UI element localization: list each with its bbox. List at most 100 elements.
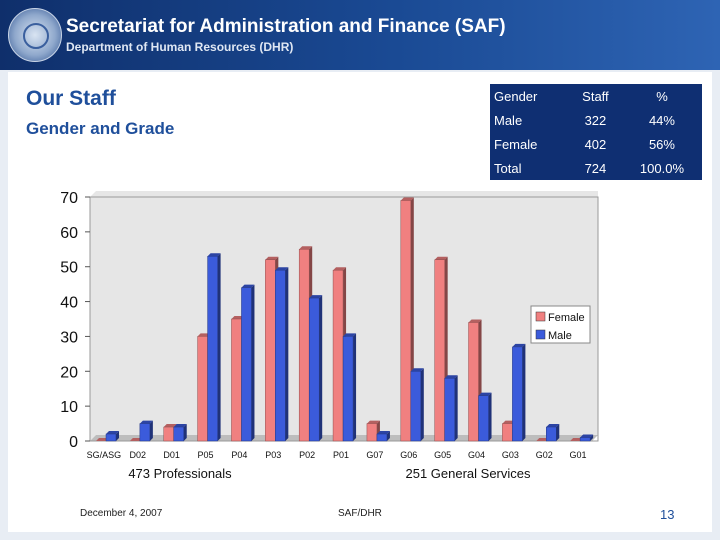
bar-side: [454, 375, 458, 441]
header-subtitle: Department of Human Resources (DHR): [66, 40, 294, 54]
x-tick-label: P04: [231, 450, 247, 460]
bar-side: [590, 434, 594, 441]
bar-top: [139, 420, 153, 424]
y-tick-label: 70: [60, 190, 78, 207]
bar-top: [546, 424, 560, 428]
x-tick-label: SG/ASG: [87, 450, 122, 460]
bar-top: [478, 392, 492, 396]
bar-side: [217, 253, 221, 441]
y-tick-label: 60: [60, 225, 78, 242]
bar-top: [265, 256, 279, 260]
header-banner: Secretariat for Administration and Finan…: [0, 0, 720, 70]
summary-header-percent: %: [656, 88, 668, 104]
page-subtitle: Gender and Grade: [26, 119, 175, 138]
x-tick-label: P03: [265, 450, 281, 460]
group-label-general-services: 251 General Services: [405, 466, 531, 481]
x-tick-label: P01: [333, 450, 349, 460]
legend-label: Male: [548, 330, 572, 342]
x-tick-label: G04: [468, 450, 485, 460]
bar-top: [241, 284, 255, 288]
y-tick-label: 20: [60, 364, 78, 381]
bar-side: [285, 267, 289, 441]
bar-male: [376, 433, 388, 442]
bar-top: [106, 431, 119, 435]
bar-female: [265, 259, 276, 442]
bar-side: [116, 431, 119, 441]
summary-header-gender: Gender: [494, 88, 538, 104]
bar-top: [580, 434, 594, 438]
bar-side: [556, 424, 560, 441]
bar-female: [434, 259, 445, 442]
summary-table: Gender Staff % Male 322 44% Female 402 5…: [490, 84, 702, 180]
summary-row-male: Male 322 44%: [490, 108, 702, 132]
x-tick-label: P05: [198, 450, 214, 460]
x-tick-label: G06: [400, 450, 417, 460]
bar-male: [579, 437, 591, 442]
x-tick-label: G02: [536, 450, 553, 460]
bar-side: [251, 284, 255, 441]
summary-cell: 402: [584, 136, 607, 152]
bar-female: [332, 269, 344, 442]
bar-female: [298, 249, 310, 442]
bar-top: [275, 267, 289, 271]
footer-org: SAF/DHR: [338, 508, 382, 519]
bar-top: [376, 431, 390, 435]
bar-female: [400, 200, 412, 442]
bar-male: [275, 269, 286, 442]
bar-male: [207, 256, 218, 442]
summary-cell: Female: [494, 136, 538, 152]
bar-side: [319, 295, 323, 441]
bar-top: [512, 343, 526, 347]
bar-female: [163, 426, 174, 442]
bar-male: [546, 426, 557, 442]
summary-cell: 100.0%: [639, 160, 685, 176]
bar-male: [308, 297, 320, 442]
bar-side: [353, 333, 357, 441]
y-tick-label: 30: [60, 329, 78, 346]
bar-top: [400, 197, 414, 201]
y-tick-label: 50: [60, 260, 78, 277]
bar-male: [173, 426, 184, 442]
header-title: Secretariat for Administration and Finan…: [66, 16, 506, 37]
bar-top: [444, 375, 458, 379]
bar-top: [468, 319, 482, 323]
x-tick-label: D01: [163, 450, 180, 460]
bar-male: [444, 378, 455, 442]
bar-top: [343, 333, 357, 337]
bar-top: [163, 424, 177, 428]
x-tick-label: G07: [366, 450, 383, 460]
bar-female: [468, 322, 479, 442]
legend-label: Female: [548, 312, 585, 324]
x-tick-label: G01: [570, 450, 587, 460]
summary-row-female: Female 402 56%: [490, 132, 702, 156]
y-tick-label: 10: [60, 399, 78, 416]
summary-cell: Total: [494, 160, 522, 176]
bar-female: [197, 336, 208, 442]
summary-cell: 56%: [648, 136, 675, 152]
bar-top: [410, 368, 424, 372]
page-title: Our Staff: [26, 87, 116, 110]
page-number: 13: [660, 507, 675, 522]
bar-top: [309, 295, 323, 299]
oas-seal-icon: [8, 8, 62, 62]
bar-top: [333, 267, 347, 271]
bar-female: [502, 423, 513, 442]
bar-top: [207, 253, 221, 257]
summary-cell: Male: [494, 112, 523, 128]
x-tick-label: G03: [502, 450, 519, 460]
summary-header-row: Gender Staff %: [490, 84, 702, 108]
bar-male: [410, 371, 422, 442]
legend-swatch: [535, 311, 546, 322]
bar-side: [488, 392, 492, 441]
bar-male: [105, 433, 117, 442]
legend-swatch: [535, 329, 546, 340]
x-tick-label: P02: [299, 450, 315, 460]
bar-male: [241, 287, 252, 442]
bar-top: [434, 256, 448, 260]
summary-cell: 44%: [648, 112, 675, 128]
summary-cell: 322: [584, 112, 607, 128]
bar-top: [366, 420, 380, 424]
bar-side: [522, 343, 526, 441]
bar-side: [183, 424, 187, 441]
